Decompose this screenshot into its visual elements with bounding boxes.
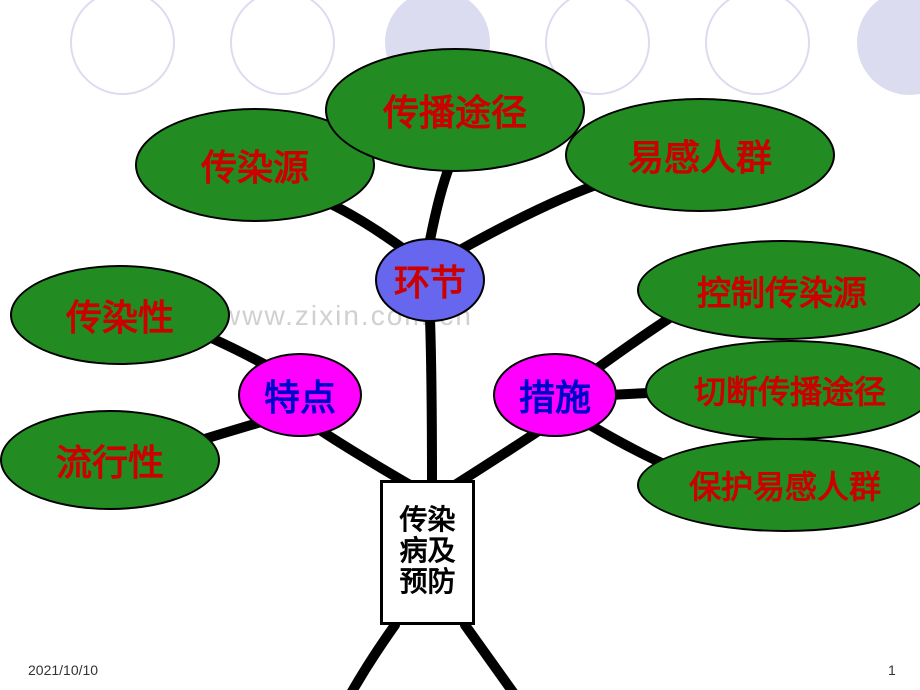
bg-circle-outline (70, 0, 175, 95)
leaf-yiganrenqun: 易感人群 (565, 98, 835, 212)
leaf-label: 传染性 (66, 289, 174, 341)
leaf-label: 传播途径 (383, 84, 527, 136)
trunk-box: 传染 病及 预防 (380, 480, 475, 625)
leaf-chuanranxing: 传染性 (10, 265, 230, 365)
hub-label: 特点 (264, 369, 336, 421)
leaf-baohuyiganrenqun: 保护易感人群 (637, 438, 920, 532)
leaf-liuxingxing: 流行性 (0, 410, 220, 510)
leaf-label: 控制传染源 (697, 266, 867, 315)
leaf-label: 传染源 (201, 139, 309, 191)
leaf-qieduanchuanbotujing: 切断传播途径 (645, 340, 920, 440)
leaf-chuanbotujing: 传播途径 (325, 48, 585, 172)
leaf-label: 流行性 (56, 434, 164, 486)
leaf-label: 切断传播途径 (694, 367, 886, 413)
footer-date: 2021/10/10 (28, 662, 98, 678)
hub-cuoshi: 措施 (493, 353, 617, 437)
hub-label: 环节 (394, 254, 466, 306)
trunk-label: 传染 病及 预防 (399, 506, 455, 598)
leaf-label: 易感人群 (628, 129, 772, 181)
leaf-kongzhichuanranyuan: 控制传染源 (637, 240, 920, 340)
hub-tedian: 特点 (238, 353, 362, 437)
bg-circle-outline (230, 0, 335, 95)
leaf-label: 保护易感人群 (689, 462, 881, 508)
bg-circle-outline (705, 0, 810, 95)
bg-circle-solid (857, 0, 920, 95)
hub-huanjie: 环节 (375, 238, 485, 322)
footer-page: 1 (888, 662, 896, 678)
hub-label: 措施 (519, 369, 591, 421)
